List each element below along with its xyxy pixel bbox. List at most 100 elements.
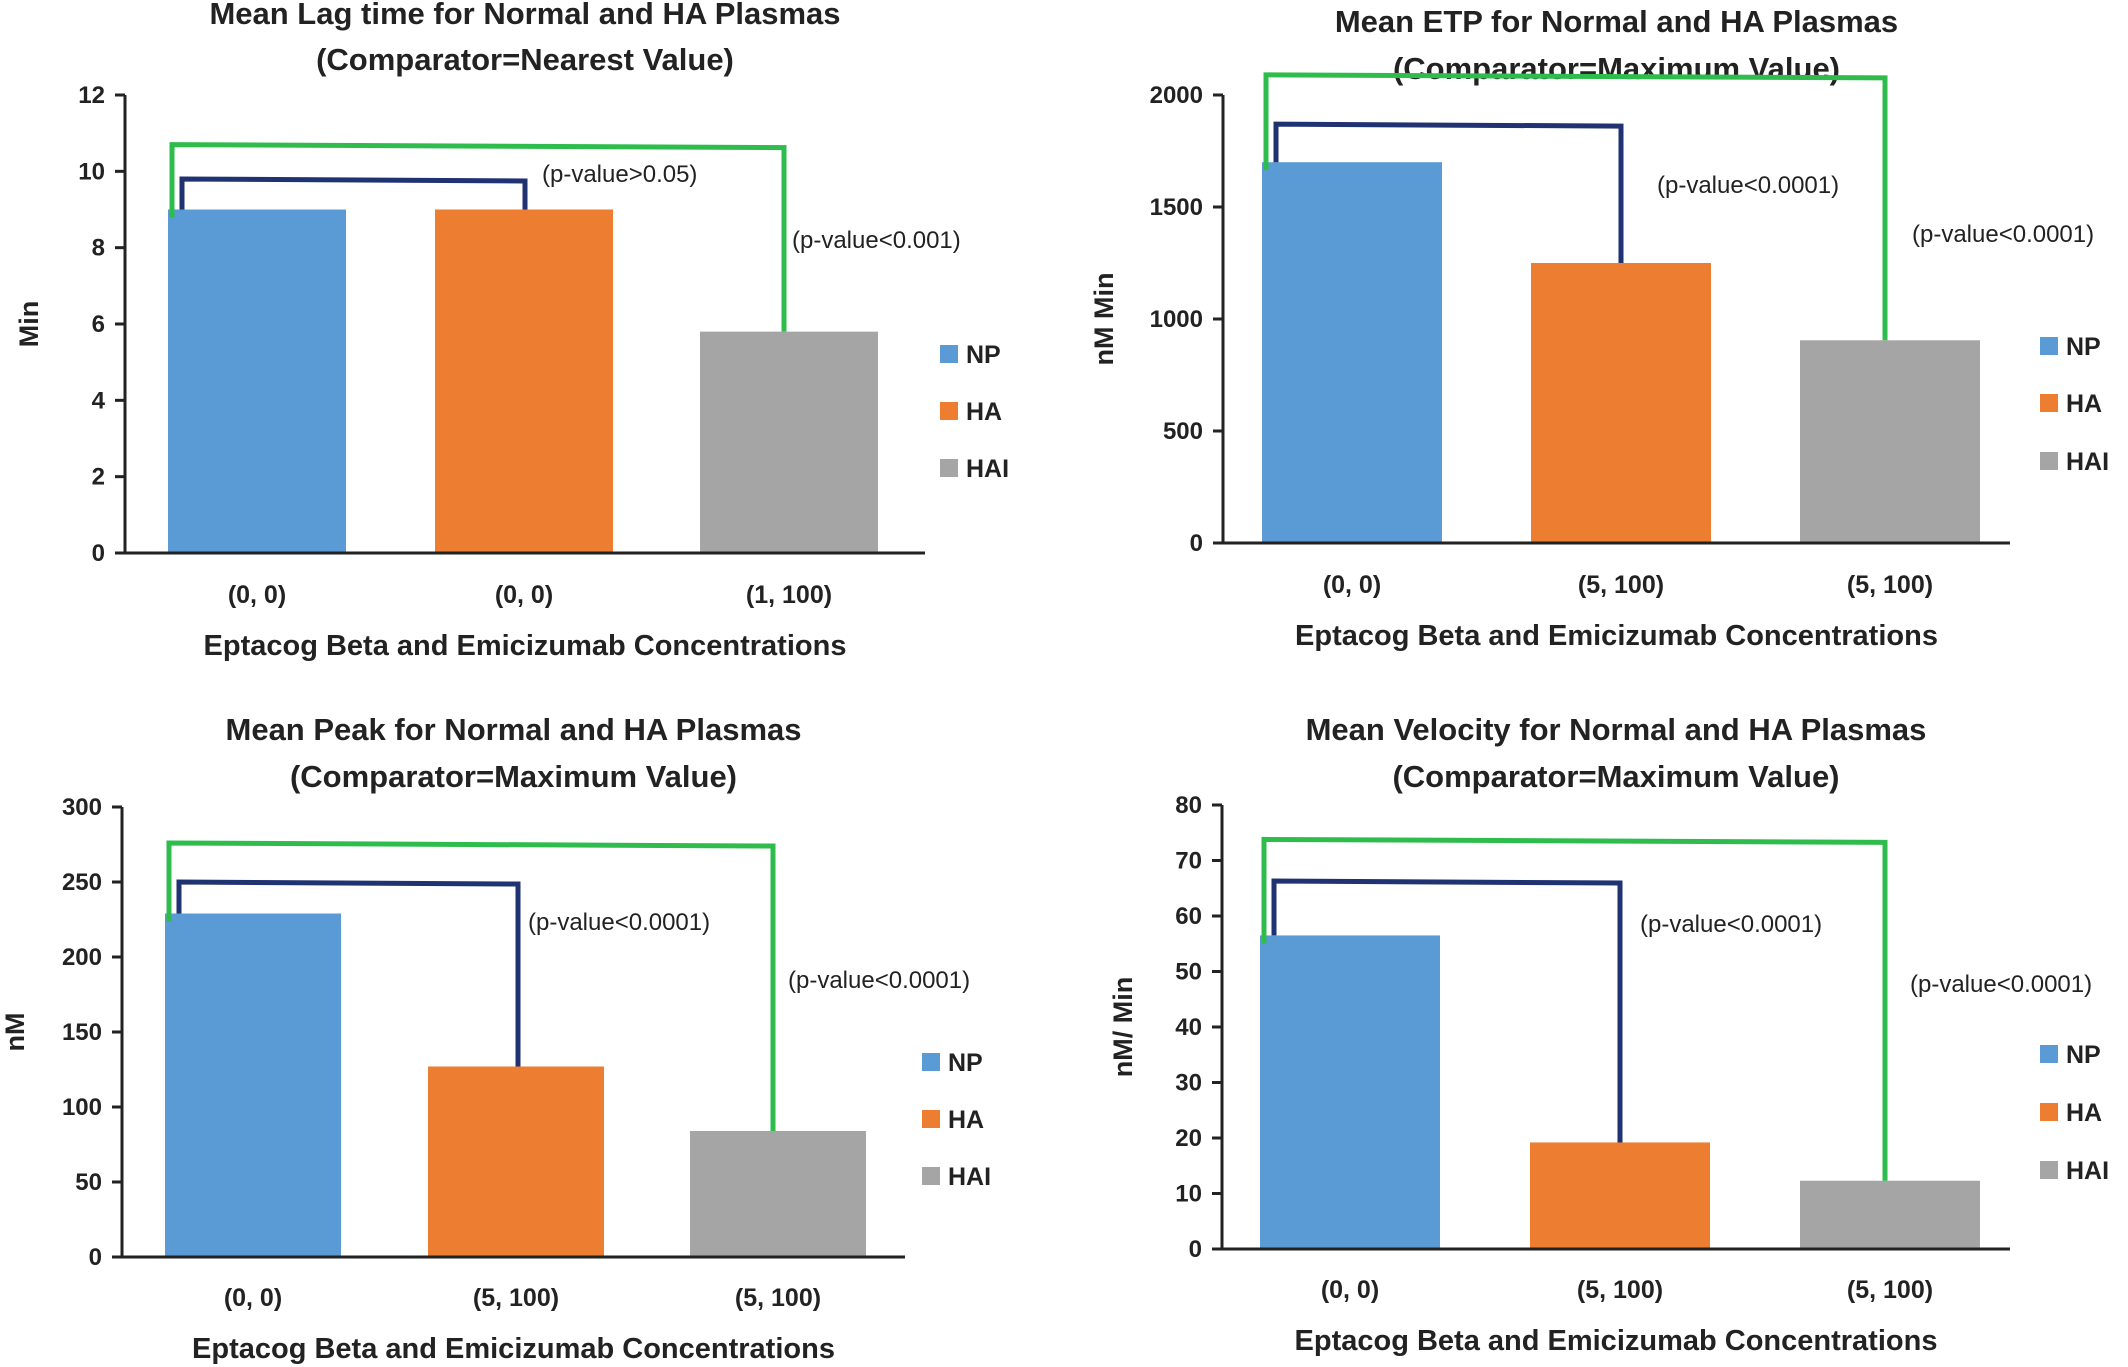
p-value-label: (p-value>0.05) — [542, 161, 697, 188]
bar-hai — [1800, 340, 1980, 543]
legend-swatch-hai — [2040, 1161, 2058, 1179]
bar-hai — [1800, 1180, 1980, 1249]
y-tick-label: 50 — [1175, 959, 1202, 986]
chart-title-line: Mean Lag time for Normal and HA Plasmas — [209, 0, 840, 31]
bar-ha — [435, 209, 613, 553]
legend-swatch-np — [922, 1053, 940, 1071]
chart-panel-3: Mean Peak for Normal and HA Plasmas (Comp… — [0, 712, 991, 1365]
legend-label-hai: HAI — [2066, 1157, 2109, 1185]
y-tick-label: 0 — [89, 1244, 102, 1271]
y-tick-label: 60 — [1175, 903, 1202, 930]
p-value-label: (p-value<0.0001) — [788, 967, 970, 994]
comparison-bracket-outer — [169, 142, 787, 332]
legend-swatch-np — [2040, 1045, 2058, 1063]
y-tick-label: 12 — [78, 82, 105, 109]
legend-label-ha: HA — [2066, 390, 2102, 418]
y-tick-label: 0 — [1190, 530, 1203, 557]
legend-label-hai: HAI — [948, 1163, 991, 1191]
chart-title-line: (Comparator=Maximum Value) — [1392, 759, 1839, 794]
y-tick-label: 1000 — [1150, 306, 1203, 333]
legend-swatch-np — [940, 345, 958, 363]
legend-label-np: NP — [948, 1049, 983, 1077]
x-category-label: (0, 0) — [228, 581, 286, 609]
y-axis-title: nM Min — [1089, 273, 1119, 366]
x-category-label: (1, 100) — [746, 581, 832, 609]
comparison-bracket-outer — [1261, 836, 1888, 1181]
bar-hai — [690, 1131, 866, 1257]
y-axis-title: Min — [14, 301, 44, 348]
x-category-label: (0, 0) — [495, 581, 553, 609]
p-value-label: (p-value<0.0001) — [1640, 911, 1822, 938]
legend-label-np: NP — [2066, 333, 2101, 361]
legend-label-np: NP — [966, 341, 1001, 369]
y-tick-label: 250 — [62, 869, 102, 896]
legend-label-ha: HA — [948, 1106, 984, 1134]
bar-ha — [1530, 1142, 1710, 1249]
y-axis-title: nM — [0, 1013, 30, 1052]
x-axis-title: Eptacog Beta and Emicizumab Concentratio… — [192, 1333, 835, 1365]
p-value-label: (p-value<0.0001) — [1912, 221, 2094, 248]
x-category-label: (5, 100) — [1847, 571, 1933, 599]
y-tick-label: 200 — [62, 944, 102, 971]
legend-label-ha: HA — [966, 398, 1002, 426]
y-axis-title: nM/ Min — [1108, 977, 1138, 1077]
y-tick-label: 2000 — [1150, 82, 1203, 109]
bar-np — [165, 913, 341, 1257]
legend-swatch-ha — [922, 1110, 940, 1128]
chart-panel-4: Mean Velocity for Normal and HA Plasmas (… — [1108, 712, 2109, 1357]
chart-panel-1: Mean Lag time for Normal and HA Plasmas (… — [14, 0, 1009, 662]
x-axis-title: Eptacog Beta and Emicizumab Concentratio… — [204, 630, 847, 662]
x-category-label: (5, 100) — [1577, 1276, 1663, 1304]
y-tick-label: 150 — [62, 1019, 102, 1046]
comparison-bracket-outer — [1263, 72, 1888, 341]
legend-swatch-ha — [940, 402, 958, 420]
p-value-label: (p-value<0.001) — [792, 227, 961, 254]
chart-title-line: Mean ETP for Normal and HA Plasmas — [1335, 4, 1898, 39]
p-value-label: (p-value<0.0001) — [1910, 971, 2092, 998]
x-axis-title: Eptacog Beta and Emicizumab Concentratio… — [1295, 620, 1938, 652]
legend-label-np: NP — [2066, 1041, 2101, 1069]
chart-title-line: Mean Peak for Normal and HA Plasmas — [226, 712, 802, 747]
legend-swatch-hai — [940, 459, 958, 477]
p-value-label: (p-value<0.0001) — [528, 909, 710, 936]
y-tick-label: 500 — [1163, 418, 1203, 445]
chart-title-line: (Comparator=Maximum Value) — [290, 759, 737, 794]
legend-swatch-np — [2040, 337, 2058, 355]
bar-hai — [700, 331, 878, 553]
bar-ha — [428, 1066, 604, 1257]
x-category-label: (5, 100) — [1847, 1276, 1933, 1304]
comparison-bracket-inner — [1273, 121, 1624, 263]
y-tick-label: 50 — [75, 1169, 102, 1196]
comparison-bracket-inner — [179, 176, 528, 210]
x-category-label: (0, 0) — [1323, 571, 1381, 599]
x-category-label: (5, 100) — [473, 1284, 559, 1312]
y-tick-label: 80 — [1175, 792, 1202, 819]
y-tick-label: 10 — [1175, 1181, 1202, 1208]
y-tick-label: 0 — [92, 540, 105, 567]
y-tick-label: 0 — [1189, 1236, 1202, 1263]
legend-swatch-ha — [2040, 394, 2058, 412]
bar-ha — [1531, 263, 1711, 543]
bar-np — [1262, 162, 1442, 543]
y-tick-label: 40 — [1175, 1014, 1202, 1041]
legend-label-hai: HAI — [2066, 448, 2109, 476]
y-tick-label: 6 — [92, 311, 105, 338]
y-tick-label: 4 — [92, 387, 106, 414]
legend-label-hai: HAI — [966, 455, 1009, 483]
x-category-label: (0, 0) — [224, 1284, 282, 1312]
legend-swatch-hai — [922, 1167, 940, 1185]
chart-panel-2: Mean ETP for Normal and HA Plasmas (Compa… — [1089, 4, 2109, 652]
y-tick-label: 20 — [1175, 1125, 1202, 1152]
comparison-bracket-inner — [176, 879, 521, 1067]
x-category-label: (0, 0) — [1321, 1276, 1379, 1304]
x-category-label: (5, 100) — [735, 1284, 821, 1312]
legend-swatch-ha — [2040, 1103, 2058, 1121]
y-tick-label: 300 — [62, 794, 102, 821]
y-tick-label: 8 — [92, 235, 105, 262]
y-tick-label: 30 — [1175, 1070, 1202, 1097]
y-tick-label: 10 — [78, 158, 105, 185]
x-category-label: (5, 100) — [1578, 571, 1664, 599]
p-value-label: (p-value<0.0001) — [1657, 172, 1839, 199]
bar-np — [168, 209, 346, 553]
